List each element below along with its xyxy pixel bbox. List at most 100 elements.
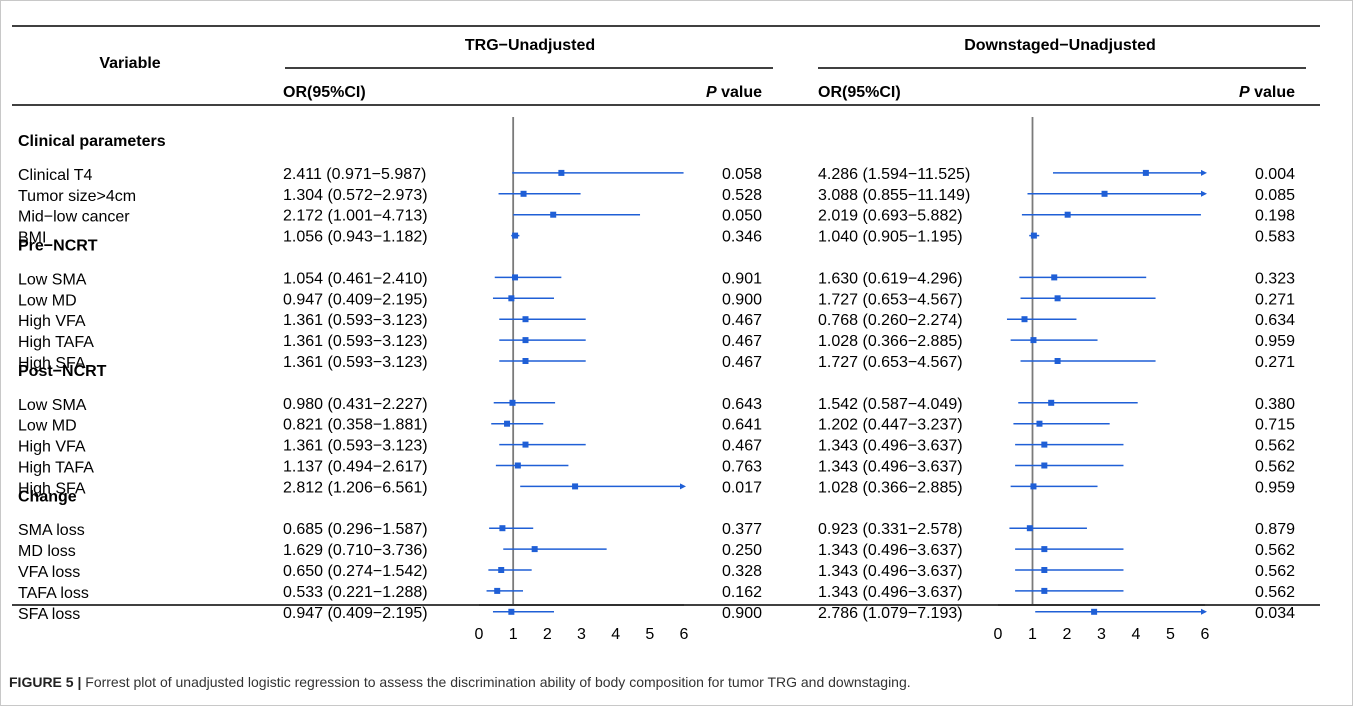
point-estimate: [522, 316, 529, 323]
point-estimate: [1048, 399, 1055, 406]
x-tick-label: 4: [611, 626, 620, 643]
point-estimate: [1041, 546, 1048, 553]
p-value-text: 0.271: [1255, 354, 1295, 371]
x-tick-label: 1: [509, 626, 518, 643]
p-value-text: 0.328: [722, 563, 762, 580]
or-ci-text: 2.411 (0.971−5.987): [283, 166, 426, 183]
panel-title: Downstaged−Unadjusted: [964, 37, 1156, 54]
or-ci-text: 0.980 (0.431−2.227): [283, 396, 428, 413]
variable-header: Variable: [99, 55, 160, 72]
point-estimate: [512, 274, 519, 281]
or-ci-text: 0.947 (0.409−2.195): [283, 605, 428, 622]
or-ci-text: 0.533 (0.221−1.288): [283, 584, 428, 601]
point-estimate: [1036, 420, 1043, 427]
or-ci-text: 0.923 (0.331−2.578): [818, 521, 963, 538]
section-header: Post−NCRT: [18, 363, 107, 380]
x-tick-label: 0: [994, 626, 1003, 643]
point-estimate: [1101, 190, 1108, 197]
p-value-text: 0.346: [722, 229, 762, 246]
or-ci-text: 1.361 (0.593−3.123): [283, 333, 428, 350]
p-value-text: 0.879: [1255, 521, 1295, 538]
p-value-text: 0.634: [1255, 312, 1295, 329]
or-ci-text: 0.821 (0.358−1.881): [283, 417, 428, 434]
p-value-text: 0.900: [722, 291, 762, 308]
ci-arrow: [680, 483, 686, 490]
or-ci-text: 1.727 (0.653−4.567): [818, 354, 963, 371]
point-estimate: [512, 232, 519, 239]
row-label: Mid−low cancer: [18, 209, 130, 226]
or-ci-text: 3.088 (0.855−11.149): [818, 187, 970, 204]
or-ci-header: OR(95%CI): [818, 84, 901, 101]
point-estimate: [1030, 232, 1037, 239]
point-estimate: [508, 295, 515, 302]
p-value-text: 0.959: [1255, 333, 1295, 350]
point-estimate: [522, 358, 529, 364]
p-value-header-rest: value: [717, 84, 762, 101]
p-value-text: 0.643: [722, 396, 762, 413]
point-estimate: [1041, 441, 1048, 448]
p-value-text: 0.641: [722, 417, 762, 434]
forest-plot: Variable TRG−Unadjusted OR(95%CI) P value Do…: [12, 25, 1320, 643]
point-estimate: [1030, 337, 1037, 344]
point-estimate: [522, 441, 529, 448]
row-label: Low MD: [18, 292, 77, 309]
point-estimate: [550, 211, 557, 218]
or-ci-text: 1.304 (0.572−2.973): [283, 187, 428, 204]
p-value-text: 0.900: [722, 605, 762, 622]
p-value-header: P value: [1239, 84, 1295, 101]
x-tick-label: 2: [1063, 626, 1072, 643]
p-value-text: 0.271: [1255, 291, 1295, 308]
p-value-text: 0.562: [1255, 563, 1295, 580]
or-ci-text: 1.137 (0.494−2.617): [283, 459, 428, 476]
row-label: TAFA loss: [18, 585, 89, 602]
point-estimate: [520, 190, 527, 197]
p-value-text: 0.562: [1255, 584, 1295, 601]
point-estimate: [498, 567, 505, 573]
or-ci-text: 1.056 (0.943−1.182): [283, 229, 428, 246]
point-estimate: [504, 420, 511, 427]
or-ci-text: 2.019 (0.693−5.882): [818, 208, 963, 225]
point-estimate: [1051, 274, 1058, 281]
p-value-text: 0.250: [722, 542, 762, 559]
p-value-header-italic: P: [706, 84, 717, 101]
or-ci-text: 1.630 (0.619−4.296): [818, 270, 963, 287]
x-tick-label: 5: [1166, 626, 1175, 643]
panel-title: TRG−Unadjusted: [465, 37, 595, 54]
p-value-text: 0.323: [1255, 270, 1295, 287]
x-tick-label: 4: [1132, 626, 1141, 643]
p-value-text: 0.017: [722, 479, 762, 496]
figure-caption: FIGURE 5 | Forrest plot of unadjusted lo…: [9, 674, 911, 690]
p-value-header: P value: [706, 84, 762, 101]
p-value-text: 0.901: [722, 270, 762, 287]
p-value-text: 0.562: [1255, 542, 1295, 559]
p-value-text: 0.467: [722, 333, 762, 350]
or-ci-header: OR(95%CI): [283, 84, 366, 101]
row-label: MD loss: [18, 543, 76, 560]
p-value-text: 0.763: [722, 459, 762, 476]
point-estimate: [1021, 316, 1028, 323]
or-ci-text: 2.812 (1.206−6.561): [283, 479, 428, 496]
point-estimate: [1030, 483, 1037, 490]
p-value-text: 0.058: [722, 166, 762, 183]
section-header: Clinical parameters: [18, 133, 166, 150]
or-ci-text: 1.343 (0.496−3.637): [818, 542, 963, 559]
point-estimate: [522, 337, 529, 344]
p-value-text: 0.034: [1255, 605, 1295, 622]
p-value-text: 0.467: [722, 354, 762, 371]
or-ci-text: 0.947 (0.409−2.195): [283, 291, 428, 308]
point-estimate: [1054, 295, 1061, 302]
p-value-text: 0.377: [722, 521, 762, 538]
row-label: High TAFA: [18, 334, 94, 351]
row-label: Low SMA: [18, 397, 87, 414]
ci-arrow: [1201, 190, 1207, 197]
point-estimate: [1054, 358, 1061, 364]
p-value-text: 0.959: [1255, 479, 1295, 496]
p-value-text: 0.162: [722, 584, 762, 601]
row-label: High VFA: [18, 313, 86, 330]
p-value-text: 0.562: [1255, 438, 1295, 455]
row-label: High TAFA: [18, 460, 94, 477]
row-label: BMI: [18, 230, 46, 247]
x-tick-label: 6: [680, 626, 689, 643]
x-tick-label: 2: [543, 626, 552, 643]
